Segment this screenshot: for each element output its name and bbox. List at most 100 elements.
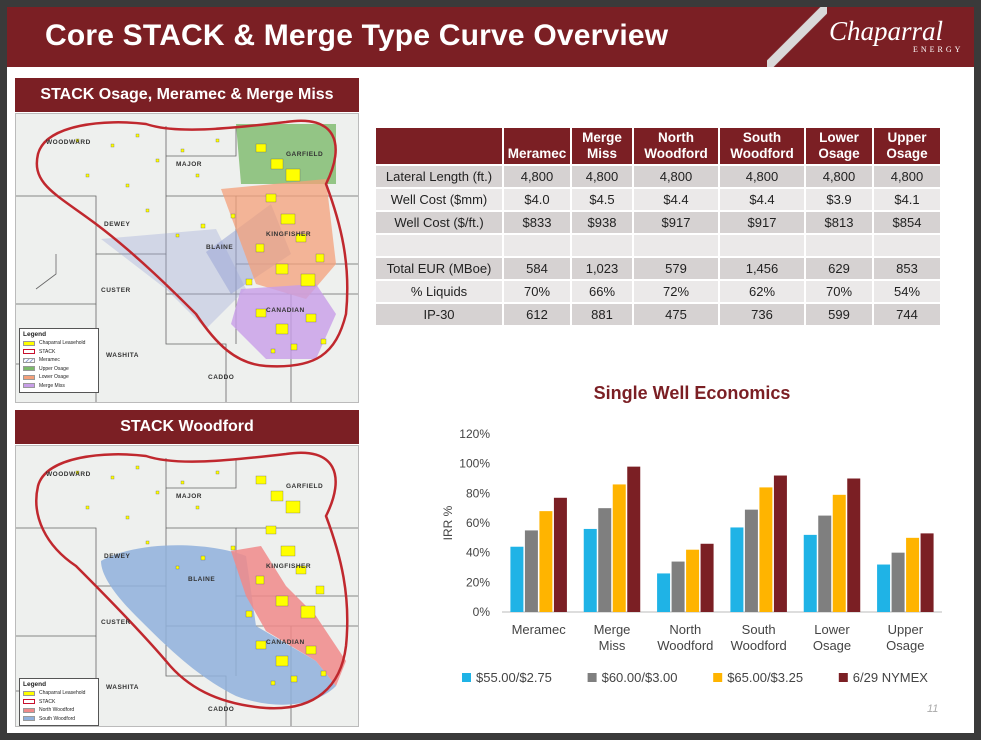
leasehold-markers: [75, 133, 327, 354]
stack-outline: [35, 451, 349, 710]
table-cell: 4,800: [572, 166, 632, 187]
legend-item: STACK: [23, 698, 95, 707]
bar: [773, 475, 787, 612]
row-label: % Liquids: [376, 281, 502, 302]
table-cell: 62%: [720, 281, 804, 302]
table-cell: 736: [720, 304, 804, 325]
y-tick-label: 60%: [466, 516, 490, 530]
legend-title: Legend: [23, 331, 47, 338]
legend-swatch: [23, 357, 35, 363]
table-cell: 612: [504, 304, 570, 325]
legend-item: Upper Osage: [23, 365, 95, 374]
table-row-spacer: [376, 235, 940, 256]
table-header-cell: Meramec: [504, 128, 570, 164]
table-cell: [806, 235, 872, 256]
x-tick-label: South: [742, 622, 776, 637]
map-bottom-svg: WOODWARD MAJOR GARFIELD DEWEY BLAINE KIN…: [16, 451, 358, 726]
bar: [583, 528, 597, 612]
x-tick-label: Lower: [814, 622, 850, 637]
legend-label: Lower Osage: [39, 374, 69, 381]
table-cell: 72%: [634, 281, 718, 302]
legend-swatch: [587, 673, 597, 682]
legend-swatch: [23, 374, 35, 380]
table-cell: [572, 235, 632, 256]
x-tick-label: Osage: [886, 638, 924, 653]
table-cell: 744: [874, 304, 940, 325]
legend-label: Meramec: [39, 357, 60, 364]
bar: [686, 549, 700, 612]
county-label: GARFIELD: [286, 483, 323, 490]
bar: [803, 534, 817, 612]
legend-label: South Woodford: [39, 715, 76, 722]
legend-item: Meramec: [23, 356, 95, 365]
bar: [598, 508, 612, 612]
table-cell: [634, 235, 718, 256]
table-cell: $854: [874, 212, 940, 233]
bar: [906, 537, 920, 612]
chart-title: Single Well Economics: [593, 383, 791, 403]
row-label: Lateral Length (ft.): [376, 166, 502, 187]
row-label: [376, 235, 502, 256]
bar: [700, 543, 714, 612]
header-bar: Core STACK & Merge Type Curve Overview C…: [7, 7, 974, 67]
legend-swatch: [23, 690, 35, 696]
county-label: WASHITA: [106, 352, 139, 359]
table-row: Total EUR (MBoe) 584 1,023 579 1,456 629…: [376, 258, 940, 279]
table-cell: 1,456: [720, 258, 804, 279]
table-cell: $4.4: [634, 189, 718, 210]
table-cell: 1,023: [572, 258, 632, 279]
table-header-row: Meramec Merge Miss North Woodford South Woo…: [376, 128, 940, 164]
y-tick-label: 100%: [459, 457, 490, 471]
table-row: IP-30 612 881 475 736 599 744: [376, 304, 940, 325]
company-logo: Chaparral ENERGY: [829, 17, 960, 54]
table-cell: [504, 235, 570, 256]
row-label: Well Cost ($/ft.): [376, 212, 502, 233]
table-cell: 599: [806, 304, 872, 325]
county-label: BLAINE: [206, 244, 233, 251]
type-curve-table: Meramec Merge Miss North Woodford South Woo…: [374, 126, 942, 327]
legend-item: Lower Osage: [23, 373, 95, 382]
page-number: 11: [927, 703, 939, 715]
y-axis-label: IRR %: [441, 505, 455, 540]
legend-swatch: [23, 699, 35, 705]
irr-bar-chart: 0% 20% 40% 60% 80% 100% 120% IRR % Meramec MergeM…: [441, 427, 942, 685]
county-label: WOODWARD: [46, 471, 91, 478]
x-tick-label: Upper: [888, 622, 924, 637]
county-label: CANADIAN: [266, 307, 305, 314]
bar: [553, 497, 567, 612]
bar: [832, 494, 846, 612]
legend-item: Chaparral Leasehold: [23, 689, 95, 698]
bar: [657, 573, 671, 612]
logo-sub-text: ENERGY: [913, 45, 964, 54]
bar: [759, 487, 773, 612]
table-cell: $4.5: [572, 189, 632, 210]
legend-label: 6/29 NYMEX: [853, 670, 928, 685]
map-top-title: STACK Osage, Meramec & Merge Miss: [15, 78, 359, 112]
table-header-cell: South Woodford: [720, 128, 804, 164]
table-cell: $4.0: [504, 189, 570, 210]
county-label: WASHITA: [106, 684, 139, 691]
table-header-cell: Merge Miss: [572, 128, 632, 164]
legend-swatch: [23, 716, 35, 722]
table-cell: 475: [634, 304, 718, 325]
map-bottom-legend: Legend Chaparral Leasehold STACK North W…: [19, 678, 99, 726]
legend-item: North Woodford: [23, 706, 95, 715]
bar: [891, 552, 905, 612]
county-label: KINGFISHER: [266, 231, 311, 238]
table-header-cell: Upper Osage: [874, 128, 940, 164]
page-title: Core STACK & Merge Type Curve Overview: [45, 19, 669, 52]
table-cell: $917: [634, 212, 718, 233]
county-label: CUSTER: [101, 619, 131, 626]
legend-label: Merge Miss: [39, 382, 65, 389]
leasehold-markers: [75, 465, 327, 686]
legend-label: $55.00/$2.75: [476, 670, 552, 685]
county-label: DEWEY: [104, 221, 131, 228]
table-cell: [874, 235, 940, 256]
table-cell: 579: [634, 258, 718, 279]
table-cell: 4,800: [634, 166, 718, 187]
table-row: Well Cost ($mm) $4.0 $4.5 $4.4 $4.4 $3.9…: [376, 189, 940, 210]
legend-swatch: [838, 673, 848, 682]
county-label: WOODWARD: [46, 139, 91, 146]
map-bottom-title: STACK Woodford: [15, 410, 359, 444]
bar: [627, 466, 641, 612]
